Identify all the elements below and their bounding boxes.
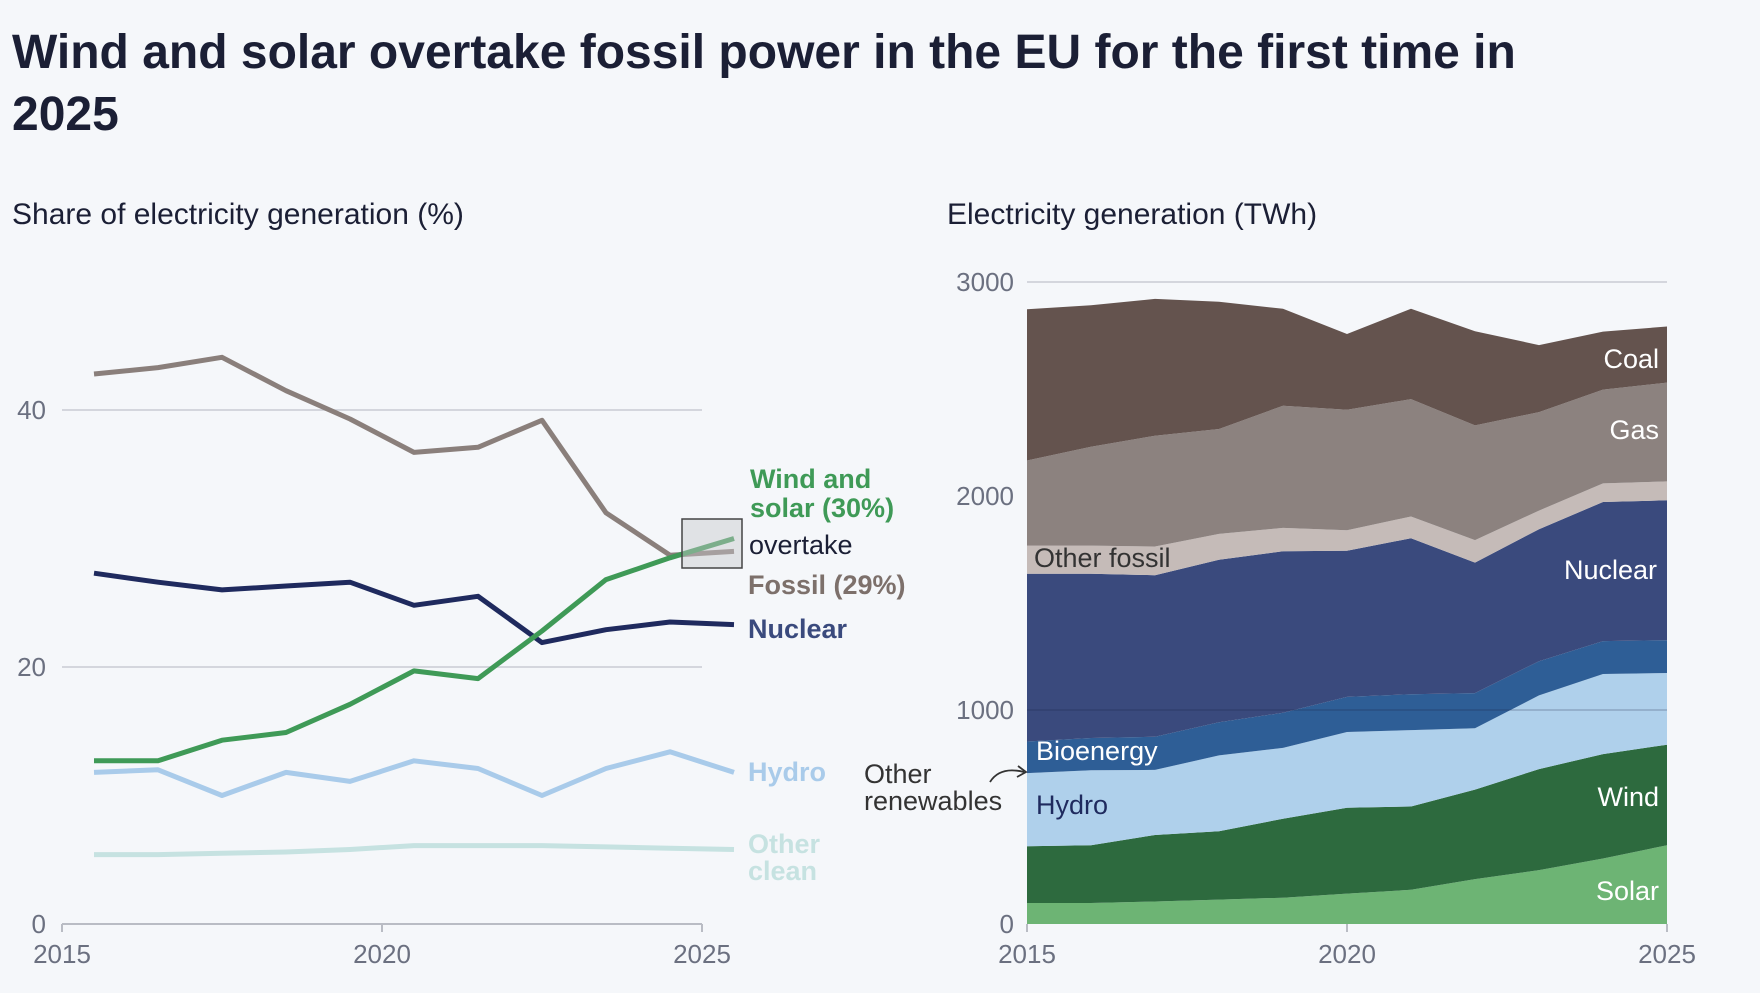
label-wind: Wind	[1597, 782, 1659, 812]
line-other-clean	[94, 843, 735, 858]
y-tick-label: 2000	[956, 481, 1014, 511]
y-tick-label: 20	[17, 652, 46, 682]
left-chart-title: Share of electricity generation (%)	[12, 198, 464, 231]
annotation-other-renewables-1: Other	[864, 759, 932, 789]
area-wind	[1027, 744, 1667, 903]
left-labels: Wind and solar (30%) overtake Fossil (29…	[748, 464, 906, 886]
y-tick-label: 40	[17, 395, 46, 425]
area-nuclear	[1027, 500, 1667, 742]
label-wind-solar-1: Wind and	[750, 464, 871, 494]
label-fossil: Fossil (29%)	[748, 570, 906, 600]
x-tick-label: 2020	[353, 939, 411, 969]
line-nuclear	[93, 570, 735, 646]
area-bioenergy	[1027, 640, 1667, 774]
y-tick-label: 0	[32, 909, 46, 939]
area-hydro	[1027, 673, 1667, 847]
right-areas	[1027, 298, 1667, 924]
label-overtake: overtake	[749, 530, 853, 560]
x-tick-label: 2025	[673, 939, 731, 969]
area-solar	[1027, 845, 1667, 924]
label-hydro: Hydro	[748, 757, 826, 787]
label-other-clean-2: clean	[748, 856, 817, 886]
line-hydro	[93, 749, 735, 798]
label-wind-solar-2: solar (30%)	[750, 493, 894, 523]
label-bioenergy: Bioenergy	[1036, 736, 1158, 766]
label-gas: Gas	[1609, 415, 1659, 445]
annotation-other-renewables-2: renewables	[864, 786, 1002, 816]
label-solar: Solar	[1596, 876, 1659, 906]
right-chart-title: Electricity generation (TWh)	[947, 198, 1317, 231]
label-other-clean-1: Other	[748, 829, 821, 859]
x-tick-label: 2015	[33, 939, 91, 969]
x-tick-label: 2015	[998, 939, 1056, 969]
label-nuclear-area: Nuclear	[1564, 555, 1657, 585]
y-tick-label: 3000	[956, 267, 1014, 297]
annotation-arrow-icon	[989, 769, 1025, 783]
chart-title-line2: 2025	[12, 88, 119, 141]
label-coal: Coal	[1603, 344, 1659, 374]
x-tick-label: 2025	[1638, 939, 1696, 969]
right-labels: Coal Gas Other fossil Nuclear Bioenergy …	[864, 344, 1659, 906]
area-other-fossil	[1027, 481, 1667, 576]
y-tick-label: 0	[1000, 909, 1014, 939]
line-fossil-	[93, 354, 735, 558]
label-other-fossil: Other fossil	[1034, 543, 1171, 573]
area-coal	[1027, 298, 1667, 461]
x-tick-label: 2020	[1318, 939, 1376, 969]
right-grid: 0 1000 2000 3000 2015 2020 2025	[956, 267, 1696, 969]
overtake-box	[681, 518, 743, 569]
y-tick-label: 1000	[956, 695, 1014, 725]
arrowhead-icon	[1016, 765, 1028, 778]
chart-title-line1: Wind and solar overtake fossil power in …	[12, 26, 1516, 79]
left-grid: 0 20 40 2015 2020 2025	[17, 395, 731, 969]
area-gas	[1027, 382, 1667, 547]
label-hydro-area: Hydro	[1036, 790, 1108, 820]
left-lines	[93, 354, 735, 858]
label-nuclear: Nuclear	[748, 614, 848, 644]
line-wind-and-solar-	[94, 536, 735, 764]
